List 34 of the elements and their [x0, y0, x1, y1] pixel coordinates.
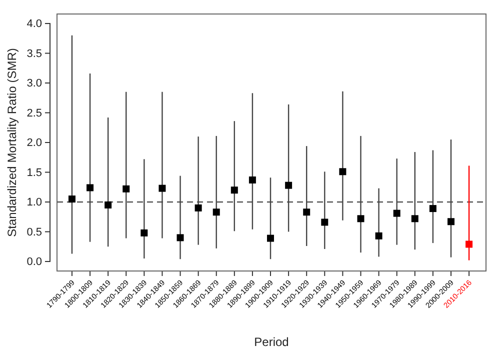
point [267, 234, 274, 242]
point [176, 234, 184, 242]
point [248, 176, 256, 184]
y-tick-label: 3.0 [26, 78, 42, 90]
point [303, 208, 310, 216]
y-tick-label: 2.5 [26, 107, 42, 120]
point [466, 240, 473, 248]
point [447, 218, 454, 226]
y-tick-label: 4.0 [26, 18, 42, 30]
point [86, 184, 94, 192]
point [375, 232, 382, 240]
point [230, 186, 238, 194]
y-tick-label: 1.0 [26, 196, 42, 209]
point [68, 196, 76, 203]
x-axis-title: Period [254, 335, 289, 349]
y-tick-label: 0.0 [26, 256, 42, 268]
point [321, 218, 328, 226]
point [429, 205, 436, 212]
y-tick-label: 1.5 [26, 166, 42, 179]
point [104, 201, 112, 208]
y-tick-label: 2.0 [26, 137, 42, 150]
point [158, 184, 166, 192]
point [140, 229, 148, 236]
point [339, 168, 346, 176]
point [122, 185, 130, 192]
point [212, 208, 220, 216]
point [393, 210, 400, 217]
point [194, 204, 202, 212]
y-tick-label: 0.5 [26, 226, 42, 238]
y-axis-title: Standardized Mortality Ratio (SMR) [5, 48, 19, 237]
point [411, 215, 418, 222]
point [357, 215, 364, 222]
y-tick-label: 3.5 [26, 48, 42, 60]
point [285, 182, 292, 189]
